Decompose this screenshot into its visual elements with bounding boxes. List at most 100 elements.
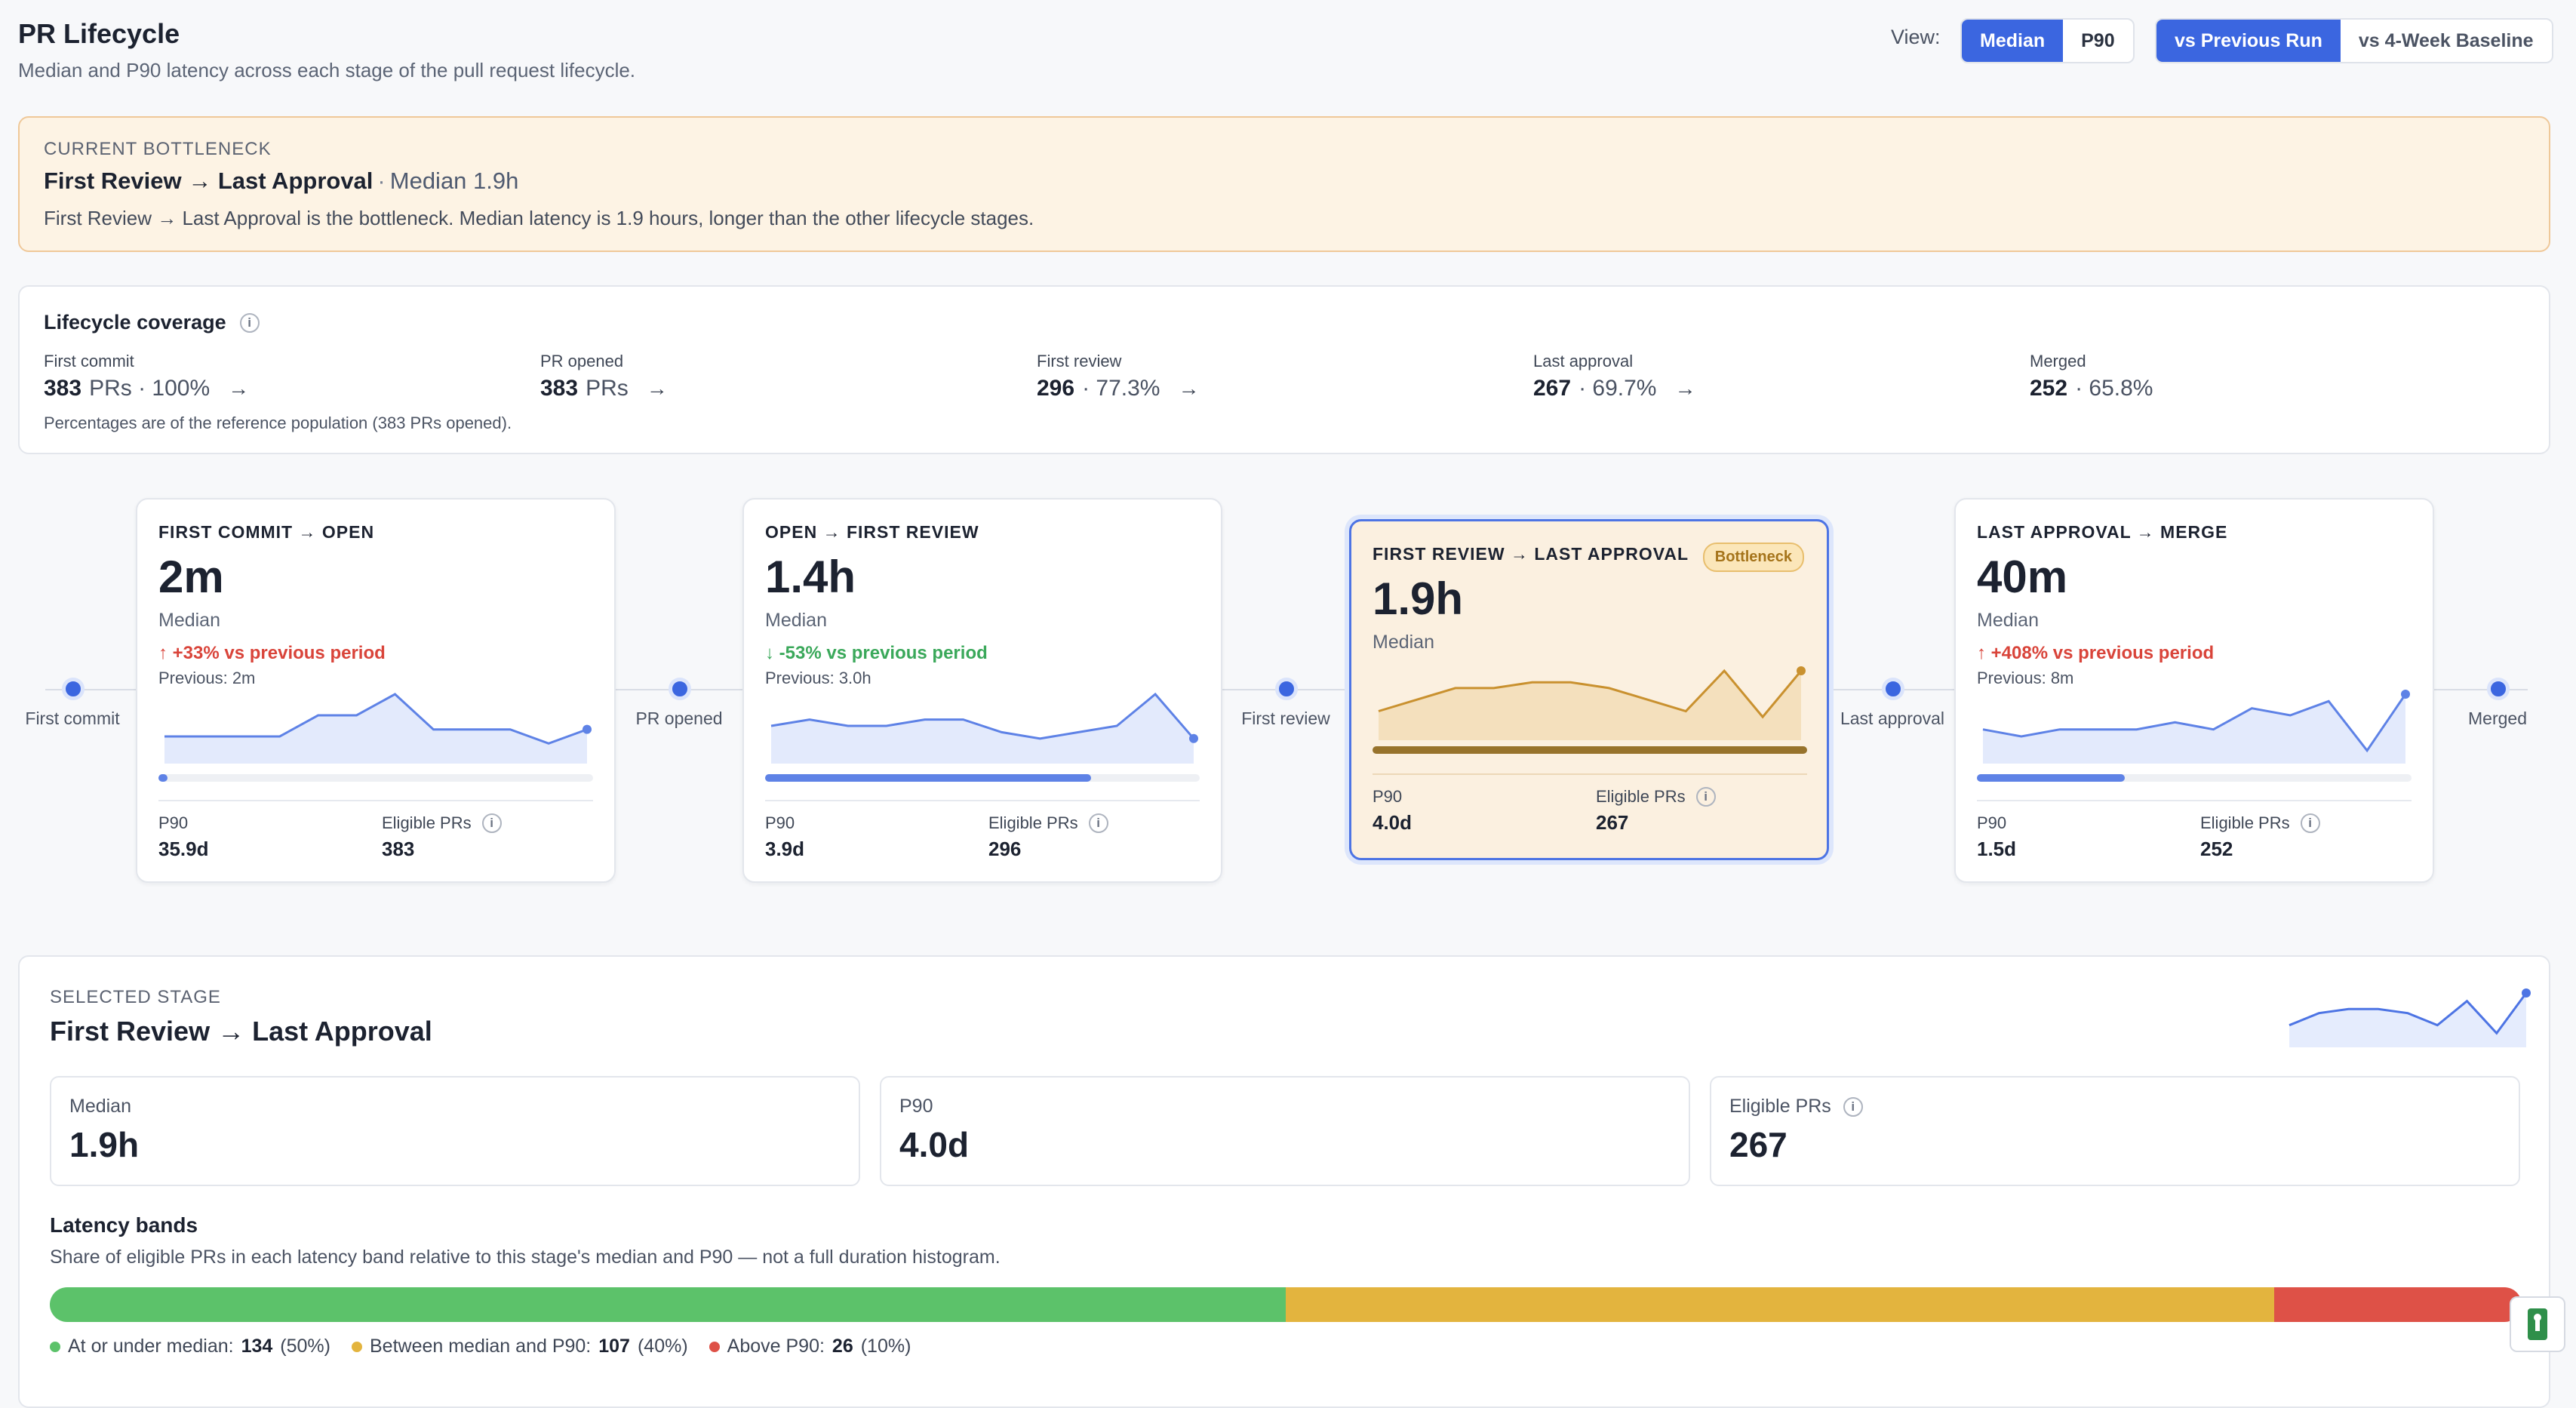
coverage-label: Merged [2030, 352, 2086, 370]
selected-sparkline [2289, 988, 2531, 1047]
band-median-to-p90[interactable] [1286, 1287, 2275, 1322]
info-icon[interactable]: i [1843, 1096, 1863, 1117]
banner-stage: First Review → Last Approval [44, 168, 373, 194]
eligible-value: 252 [2200, 838, 2233, 860]
coverage-item-pr-opened: PR opened 383 PRs → [540, 352, 668, 401]
stage-previous: Previous: 3.0h [765, 669, 871, 687]
stage-median-label: Median [1977, 610, 2039, 631]
info-icon[interactable]: i [1695, 787, 1716, 807]
sparkline-last-point [2401, 690, 2410, 699]
sparkline-last-point [2522, 988, 2531, 998]
info-icon[interactable]: i [239, 312, 260, 333]
selected-stage-panel: SELECTED STAGE First Review → Last Appro… [18, 955, 2550, 1408]
stage-previous: Previous: 8m [1977, 669, 2074, 687]
stage-card-commit-open[interactable]: First commit → open 2m Median ↑ +33% vs … [136, 498, 616, 883]
metric-eligible: Eligible PRs i 267 [1710, 1076, 2520, 1186]
divider [158, 800, 593, 801]
sparkline-area [771, 694, 1194, 764]
stage-progress-fill [1977, 774, 2125, 782]
stage-progress-track [158, 774, 593, 782]
node-label-first-commit: First commit [25, 709, 120, 728]
coverage-count: 252 [2030, 376, 2068, 401]
legend-count: 134 [241, 1336, 273, 1357]
p90-value: 35.9d [158, 838, 209, 860]
latency-bands-subtitle: Share of eligible PRs in each latency ba… [50, 1247, 1001, 1268]
node-first-review[interactable] [1275, 678, 1298, 700]
sparkline-line [770, 692, 1195, 740]
band-under-median[interactable] [50, 1287, 1286, 1322]
sparkline-last-point [1189, 733, 1198, 743]
node-pr-opened[interactable] [669, 678, 691, 700]
compare-previous-run-button[interactable]: vs Previous Run [2156, 20, 2341, 62]
metric-label: Eligible PRs i [1729, 1096, 1863, 1117]
help-button[interactable] [2510, 1296, 2565, 1352]
legend-pct: (10%) [860, 1336, 911, 1357]
view-p90-button[interactable]: P90 [2081, 29, 2115, 51]
coverage-label: First commit [44, 352, 134, 370]
node-merged[interactable] [2487, 678, 2510, 700]
coverage-count: 383 [540, 376, 579, 401]
view-median-button[interactable]: Median [1962, 20, 2064, 62]
band-legend: At or under median: 134 (50%) Between medi… [50, 1336, 911, 1357]
stage-progress-track [1977, 774, 2412, 782]
band-above-p90[interactable] [2274, 1287, 2522, 1322]
eligible-label-text: Eligible PRs [988, 813, 1078, 832]
metric-value: 1.9h [69, 1125, 140, 1164]
eligible-label-text: Eligible PRs [1596, 787, 1686, 806]
stage-card-approval-merge[interactable]: Last approval → merge 40m Median ↑ +408%… [1954, 498, 2434, 883]
stage-eligible: Eligible PRs i 252 [2200, 813, 2320, 861]
coverage-suffix: PRs [586, 376, 629, 401]
arrow-right-icon: → [228, 377, 250, 400]
p90-label: P90 [1373, 787, 1403, 806]
legend-label: At or under median: [68, 1336, 234, 1357]
stage-delta: ↑ +33% vs previous period [158, 643, 386, 663]
info-icon[interactable]: i [481, 813, 502, 833]
stage-median-value: 40m [1977, 552, 2068, 602]
legend-item: At or under median: 134 (50%) [50, 1336, 330, 1357]
stage-median-value: 1.4h [765, 552, 856, 602]
eligible-value: 267 [1596, 811, 1629, 834]
arrow-right-icon: → [1178, 377, 1200, 400]
stage-title: Last approval → merge [1977, 522, 2228, 542]
info-icon[interactable]: i [1088, 813, 1108, 833]
p90-value: 4.0d [1373, 811, 1412, 834]
eligible-value: 296 [988, 838, 1022, 860]
stage-sparkline [164, 693, 592, 764]
coverage-note: Percentages are of the reference populat… [44, 413, 512, 432]
divider [1977, 800, 2412, 801]
stage-median-label: Median [1373, 632, 1434, 653]
compare-baseline-button[interactable]: vs 4-Week Baseline [2358, 29, 2534, 51]
stage-delta: ↑ +408% vs previous period [1977, 643, 2215, 663]
node-last-approval[interactable] [1882, 678, 1904, 700]
stage-sparkline [1378, 666, 1806, 740]
latency-bands-title: Latency bands [50, 1213, 198, 1237]
stage-eligible: Eligible PRs i 296 [988, 813, 1108, 861]
page-subtitle: Median and P90 latency across each stage… [18, 59, 636, 81]
stage-progress-fill [158, 774, 168, 782]
stage-progress-track [765, 774, 1200, 782]
banner-eyebrow: CURRENT BOTTLENECK [44, 139, 272, 159]
coverage-count: 383 [44, 376, 82, 401]
coverage-value: 296 · 77.3% → [1037, 376, 1199, 401]
p90-value: 1.5d [1977, 838, 2017, 860]
metric-median: Median 1.9h [50, 1076, 860, 1186]
stage-card-review-approval[interactable]: First review → last approval Bottleneck … [1349, 519, 1829, 860]
stage-card-open-review[interactable]: Open → first review 1.4h Median ↓ -53% v… [742, 498, 1222, 883]
stage-eligible: Eligible PRs i 267 [1596, 787, 1716, 835]
metric-label-text: Eligible PRs [1729, 1096, 1831, 1117]
legend-count: 107 [598, 1336, 630, 1357]
stage-title: First commit → open [158, 522, 375, 542]
stage-sparkline [1982, 690, 2410, 764]
metric-value: 4.0d [899, 1125, 970, 1164]
info-icon[interactable]: i [2300, 813, 2320, 833]
sparkline-area [1379, 671, 1801, 740]
eligible-value: 383 [382, 838, 415, 860]
stage-p90: P90 1.5d [1977, 813, 2016, 861]
stage-title: Open → first review [765, 522, 979, 542]
coverage-suffix: · 77.3% [1082, 376, 1160, 401]
node-first-commit[interactable] [62, 678, 85, 700]
node-label-first-review: First review [1241, 709, 1330, 728]
view-label: View: [1891, 26, 1941, 48]
stage-p90: P90 3.9d [765, 813, 804, 861]
latency-band-bar [50, 1287, 2522, 1322]
